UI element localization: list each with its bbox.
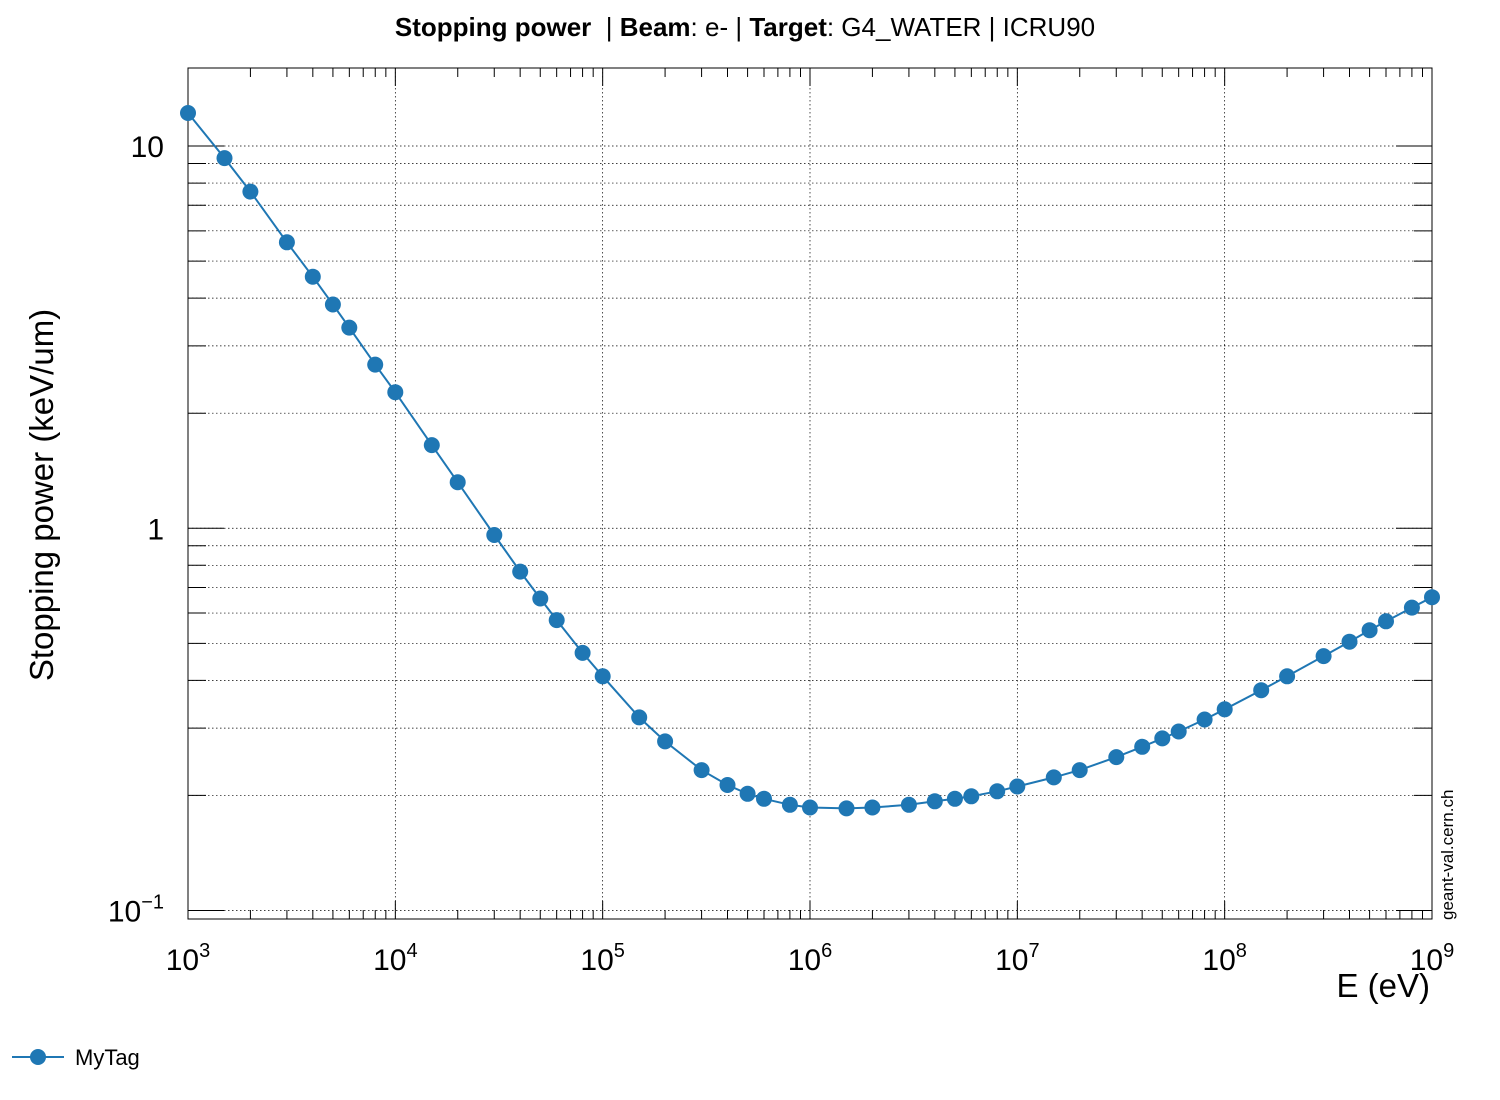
x-tick-label: 103 xyxy=(166,940,211,977)
data-point xyxy=(278,234,295,251)
legend-marker xyxy=(30,1049,46,1065)
data-point xyxy=(1361,622,1378,639)
data-point xyxy=(486,527,503,543)
data-point xyxy=(1403,599,1420,616)
x-tick-label-base: 10 xyxy=(995,944,1028,977)
x-tick-label: 108 xyxy=(1202,940,1247,977)
y-tick-label-base: 10 xyxy=(108,895,141,928)
data-point xyxy=(548,612,565,629)
data-point xyxy=(1253,682,1270,699)
data-point xyxy=(594,668,611,685)
x-axis-label: E (eV) xyxy=(1336,967,1430,1004)
watermark: geant-val.cern.ch xyxy=(1438,790,1457,920)
data-point xyxy=(1009,778,1026,795)
data-point xyxy=(1196,711,1213,728)
data-point xyxy=(926,793,943,810)
data-point xyxy=(1154,730,1171,747)
y-axis-label: Stopping power (keV/um) xyxy=(23,309,60,681)
data-point xyxy=(1341,633,1358,650)
data-point xyxy=(946,790,963,807)
x-tick-label-exponent: 3 xyxy=(199,940,210,962)
plot-frame xyxy=(187,67,1433,920)
data-point xyxy=(1315,648,1332,665)
data-point xyxy=(719,777,736,793)
data-point xyxy=(756,790,772,807)
data-point xyxy=(1216,701,1233,718)
data-point xyxy=(423,437,440,454)
data-point xyxy=(216,150,233,167)
title-target-label: Target xyxy=(749,12,827,42)
x-tick-label: 105 xyxy=(580,940,625,977)
data-point xyxy=(449,474,466,491)
x-tick-label: 106 xyxy=(788,940,833,977)
data-point xyxy=(341,319,358,336)
data-point xyxy=(1071,762,1088,779)
title-beam-label: Beam xyxy=(620,12,691,42)
grid xyxy=(188,68,1432,919)
title-stopping-power: Stopping power xyxy=(395,12,591,42)
title-beam-value: : e- | xyxy=(691,12,750,42)
data-point xyxy=(781,796,798,813)
data-point xyxy=(387,384,404,401)
data-point xyxy=(1424,589,1440,606)
x-tick-label-base: 10 xyxy=(1410,944,1443,977)
legend: MyTag xyxy=(12,1045,140,1070)
x-tick-label-exponent: 8 xyxy=(1236,940,1247,962)
legend-label: MyTag xyxy=(75,1045,140,1070)
data-point xyxy=(1108,749,1125,766)
y-tick-label: 10 xyxy=(131,131,164,164)
data-point xyxy=(657,733,674,750)
data-point xyxy=(512,563,529,580)
data-point xyxy=(1378,613,1394,630)
data-point xyxy=(532,590,549,607)
x-tick-label-base: 10 xyxy=(580,944,613,977)
data-point xyxy=(367,356,384,373)
data-point xyxy=(1045,769,1062,786)
x-tick-label-exponent: 5 xyxy=(614,940,625,962)
y-tick-label-base: 1 xyxy=(147,513,164,546)
x-tick-label-base: 10 xyxy=(788,944,821,977)
data-point xyxy=(989,783,1006,800)
data-point xyxy=(739,785,756,802)
y-tick-label: 10−1 xyxy=(108,891,164,928)
data-point xyxy=(574,644,591,661)
data-point xyxy=(693,762,710,779)
x-tick-label-base: 10 xyxy=(373,944,406,977)
data-point xyxy=(1134,738,1151,755)
data-point xyxy=(1279,668,1296,685)
title-sep-1: | xyxy=(591,12,619,42)
x-tick-label: 104 xyxy=(373,940,418,977)
x-tick-label: 107 xyxy=(995,940,1039,977)
data-point xyxy=(242,183,259,200)
y-tick-label-exponent: −1 xyxy=(141,891,164,913)
x-tick-label-exponent: 7 xyxy=(1028,940,1039,962)
x-tick-label-base: 10 xyxy=(1202,944,1235,977)
data-point xyxy=(304,268,321,285)
data-point xyxy=(324,296,341,313)
x-tick-label: 109 xyxy=(1410,940,1455,977)
y-tick-label-base: 10 xyxy=(131,131,164,164)
data-point xyxy=(180,105,196,121)
title-target-value: : G4_WATER | ICRU90 xyxy=(827,12,1095,42)
data-point xyxy=(802,799,818,816)
chart-title: Stopping power | Beam: e- | Target: G4_W… xyxy=(395,12,1095,42)
x-tick-label-base: 10 xyxy=(166,944,199,977)
y-tick-label: 1 xyxy=(147,513,164,546)
x-tick-label-exponent: 9 xyxy=(1443,940,1454,962)
data-point xyxy=(900,796,917,813)
data-point xyxy=(1170,723,1187,740)
data-point xyxy=(838,800,855,817)
data-point xyxy=(864,799,881,816)
series-mytag xyxy=(180,105,1440,817)
data-point xyxy=(631,709,648,726)
x-tick-label-exponent: 6 xyxy=(821,940,832,962)
x-tick-label-exponent: 4 xyxy=(406,940,417,962)
data-point xyxy=(963,788,980,805)
